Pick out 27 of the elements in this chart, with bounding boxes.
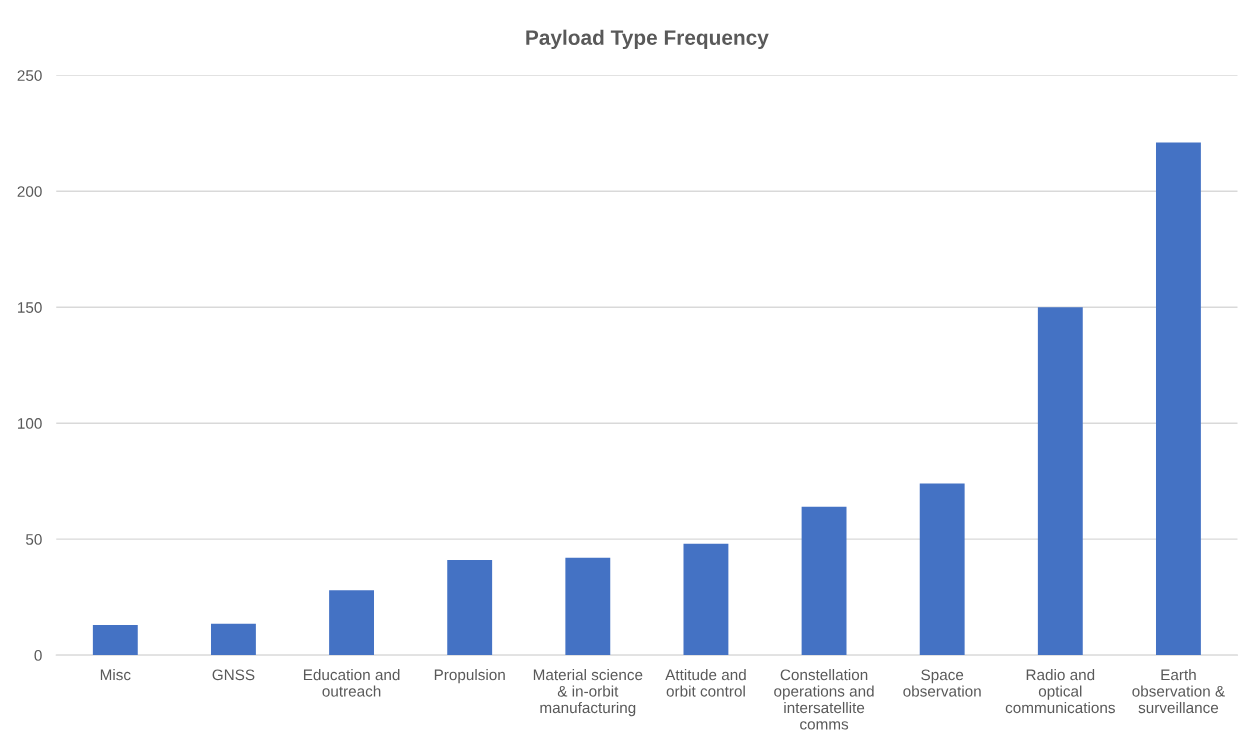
x-tick-label: Material science & in-orbit manufacturing bbox=[533, 669, 643, 717]
x-tick-label: Space observation bbox=[903, 669, 981, 697]
bar bbox=[447, 560, 493, 656]
y-tick-label: 50 bbox=[25, 534, 42, 545]
x-tick-label: Attitude and orbit control bbox=[665, 669, 746, 697]
x-tick-label: Radio and optical communications bbox=[1005, 669, 1115, 714]
bar bbox=[329, 590, 375, 656]
bar bbox=[92, 624, 138, 656]
y-tick-label: 150 bbox=[18, 302, 42, 313]
y-tick-label: 200 bbox=[17, 186, 42, 197]
x-tick-label: Education and outreach bbox=[303, 669, 400, 697]
bar bbox=[210, 623, 256, 656]
x-tick-label: Misc bbox=[100, 669, 131, 681]
bar bbox=[565, 557, 611, 656]
x-tick-label: Propulsion bbox=[434, 669, 505, 684]
bar bbox=[801, 506, 847, 656]
x-tick-label: Earth observation & surveillance bbox=[1132, 669, 1225, 714]
bar bbox=[1037, 307, 1083, 656]
y-tick-label: 0 bbox=[34, 649, 42, 661]
bar bbox=[1155, 142, 1201, 656]
bar bbox=[683, 543, 729, 656]
x-tick-label: GNSS bbox=[212, 669, 255, 681]
x-tick-label: Constellation operations and intersatellite comms bbox=[774, 669, 874, 730]
chart-title: Payload Type Frequency bbox=[526, 29, 769, 50]
y-tick-label: 250 bbox=[17, 70, 42, 81]
bar bbox=[919, 483, 965, 656]
y-tick-label: 100 bbox=[18, 418, 42, 429]
